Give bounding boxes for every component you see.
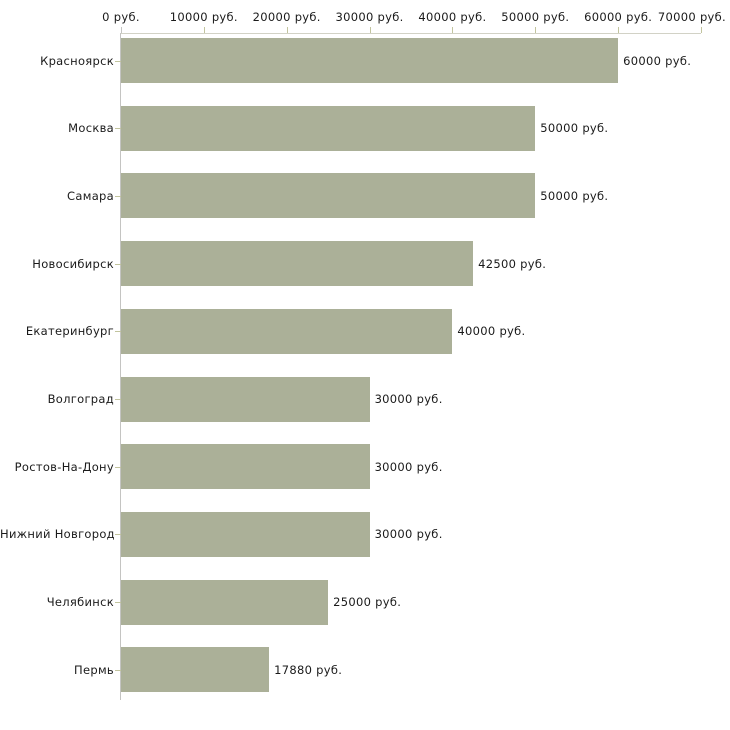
x-tick-label: 20000 руб. [252, 10, 321, 24]
value-label: 50000 руб. [540, 188, 609, 203]
x-axis-tick [701, 27, 702, 33]
x-tick-label: 40000 руб. [418, 10, 487, 24]
category-label: Красноярск [40, 53, 114, 68]
x-axis-tick [452, 27, 454, 33]
y-axis-tick [115, 128, 121, 130]
x-axis-tick [121, 27, 122, 33]
y-axis-line [120, 33, 121, 700]
bar [121, 647, 270, 693]
x-tick-label: 60000 руб. [584, 10, 653, 24]
category-label: Новосибирск [32, 256, 114, 271]
y-axis-tick [115, 669, 121, 671]
value-label: 30000 руб. [374, 392, 443, 406]
y-axis-tick [115, 263, 121, 265]
bar [121, 511, 370, 557]
value-label: 17880 руб. [274, 662, 343, 677]
value-label: 30000 руб. [374, 459, 443, 474]
value-label: 60000 руб. [623, 53, 692, 68]
bar [121, 444, 370, 490]
category-label: Москва [68, 121, 114, 136]
x-tick-label: 10000 руб. [169, 10, 238, 24]
y-axis-tick [115, 466, 121, 468]
x-axis-tick [535, 27, 537, 33]
bar [121, 376, 370, 422]
y-axis-tick [115, 60, 121, 62]
y-axis-tick [115, 399, 121, 400]
category-label: Волгоград [47, 392, 114, 406]
x-axis-tick [286, 27, 288, 33]
bar [121, 173, 536, 219]
category-label: Самара [67, 188, 114, 203]
value-label: 42500 руб. [478, 256, 547, 271]
y-axis-tick [115, 195, 121, 197]
category-label: Нижний Новгород [0, 527, 115, 542]
x-tick-label: 0 руб. [102, 10, 140, 24]
value-label: 25000 руб. [333, 595, 402, 610]
x-axis-tick [618, 27, 620, 33]
x-tick-label: 50000 руб. [501, 10, 570, 24]
value-label: 50000 руб. [540, 121, 609, 136]
y-axis-tick [115, 331, 121, 333]
value-label: 40000 руб. [457, 324, 526, 339]
y-axis-tick [115, 534, 121, 536]
x-axis-tick [203, 27, 205, 33]
bar [121, 105, 536, 151]
value-label: 30000 руб. [374, 527, 443, 542]
bar [121, 241, 474, 287]
bar [121, 579, 329, 625]
y-axis-tick [115, 602, 121, 604]
bar [121, 308, 453, 354]
x-tick-label: 70000 руб. [657, 10, 726, 24]
category-label: Челябинск [46, 595, 114, 610]
bar [121, 38, 619, 83]
x-axis-tick [369, 27, 371, 33]
category-label: Пермь [74, 662, 114, 677]
x-tick-label: 30000 руб. [335, 10, 404, 24]
category-label: Екатеринбург [25, 324, 114, 339]
category-label: Ростов-На-Дону [14, 459, 114, 474]
x-axis-line [121, 33, 701, 34]
